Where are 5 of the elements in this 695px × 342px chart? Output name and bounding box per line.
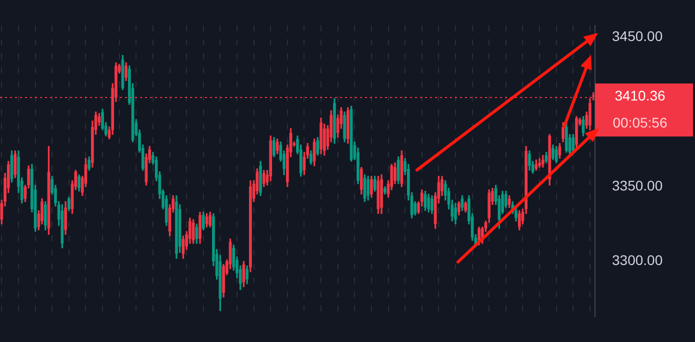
y-tick-label: 3350.00 [612, 178, 663, 194]
ref-line-label: 3410.36 [614, 87, 666, 104]
y-tick-label: 3300.00 [612, 252, 663, 268]
y-tick-label: 3450.00 [612, 28, 663, 44]
text: 00:05:56 [612, 114, 668, 130]
